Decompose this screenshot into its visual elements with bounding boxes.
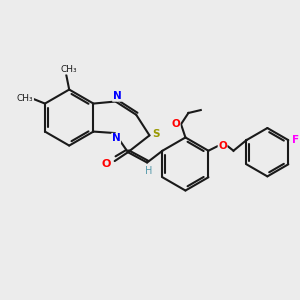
Text: N: N	[112, 134, 121, 143]
Text: O: O	[171, 118, 180, 129]
Text: CH₃: CH₃	[17, 94, 34, 103]
Text: H: H	[145, 166, 152, 176]
Text: O: O	[102, 159, 111, 169]
Text: F: F	[292, 135, 299, 145]
Text: CH₃: CH₃	[60, 65, 77, 74]
Text: N: N	[113, 91, 122, 101]
Text: S: S	[152, 129, 160, 139]
Text: O: O	[218, 141, 227, 151]
